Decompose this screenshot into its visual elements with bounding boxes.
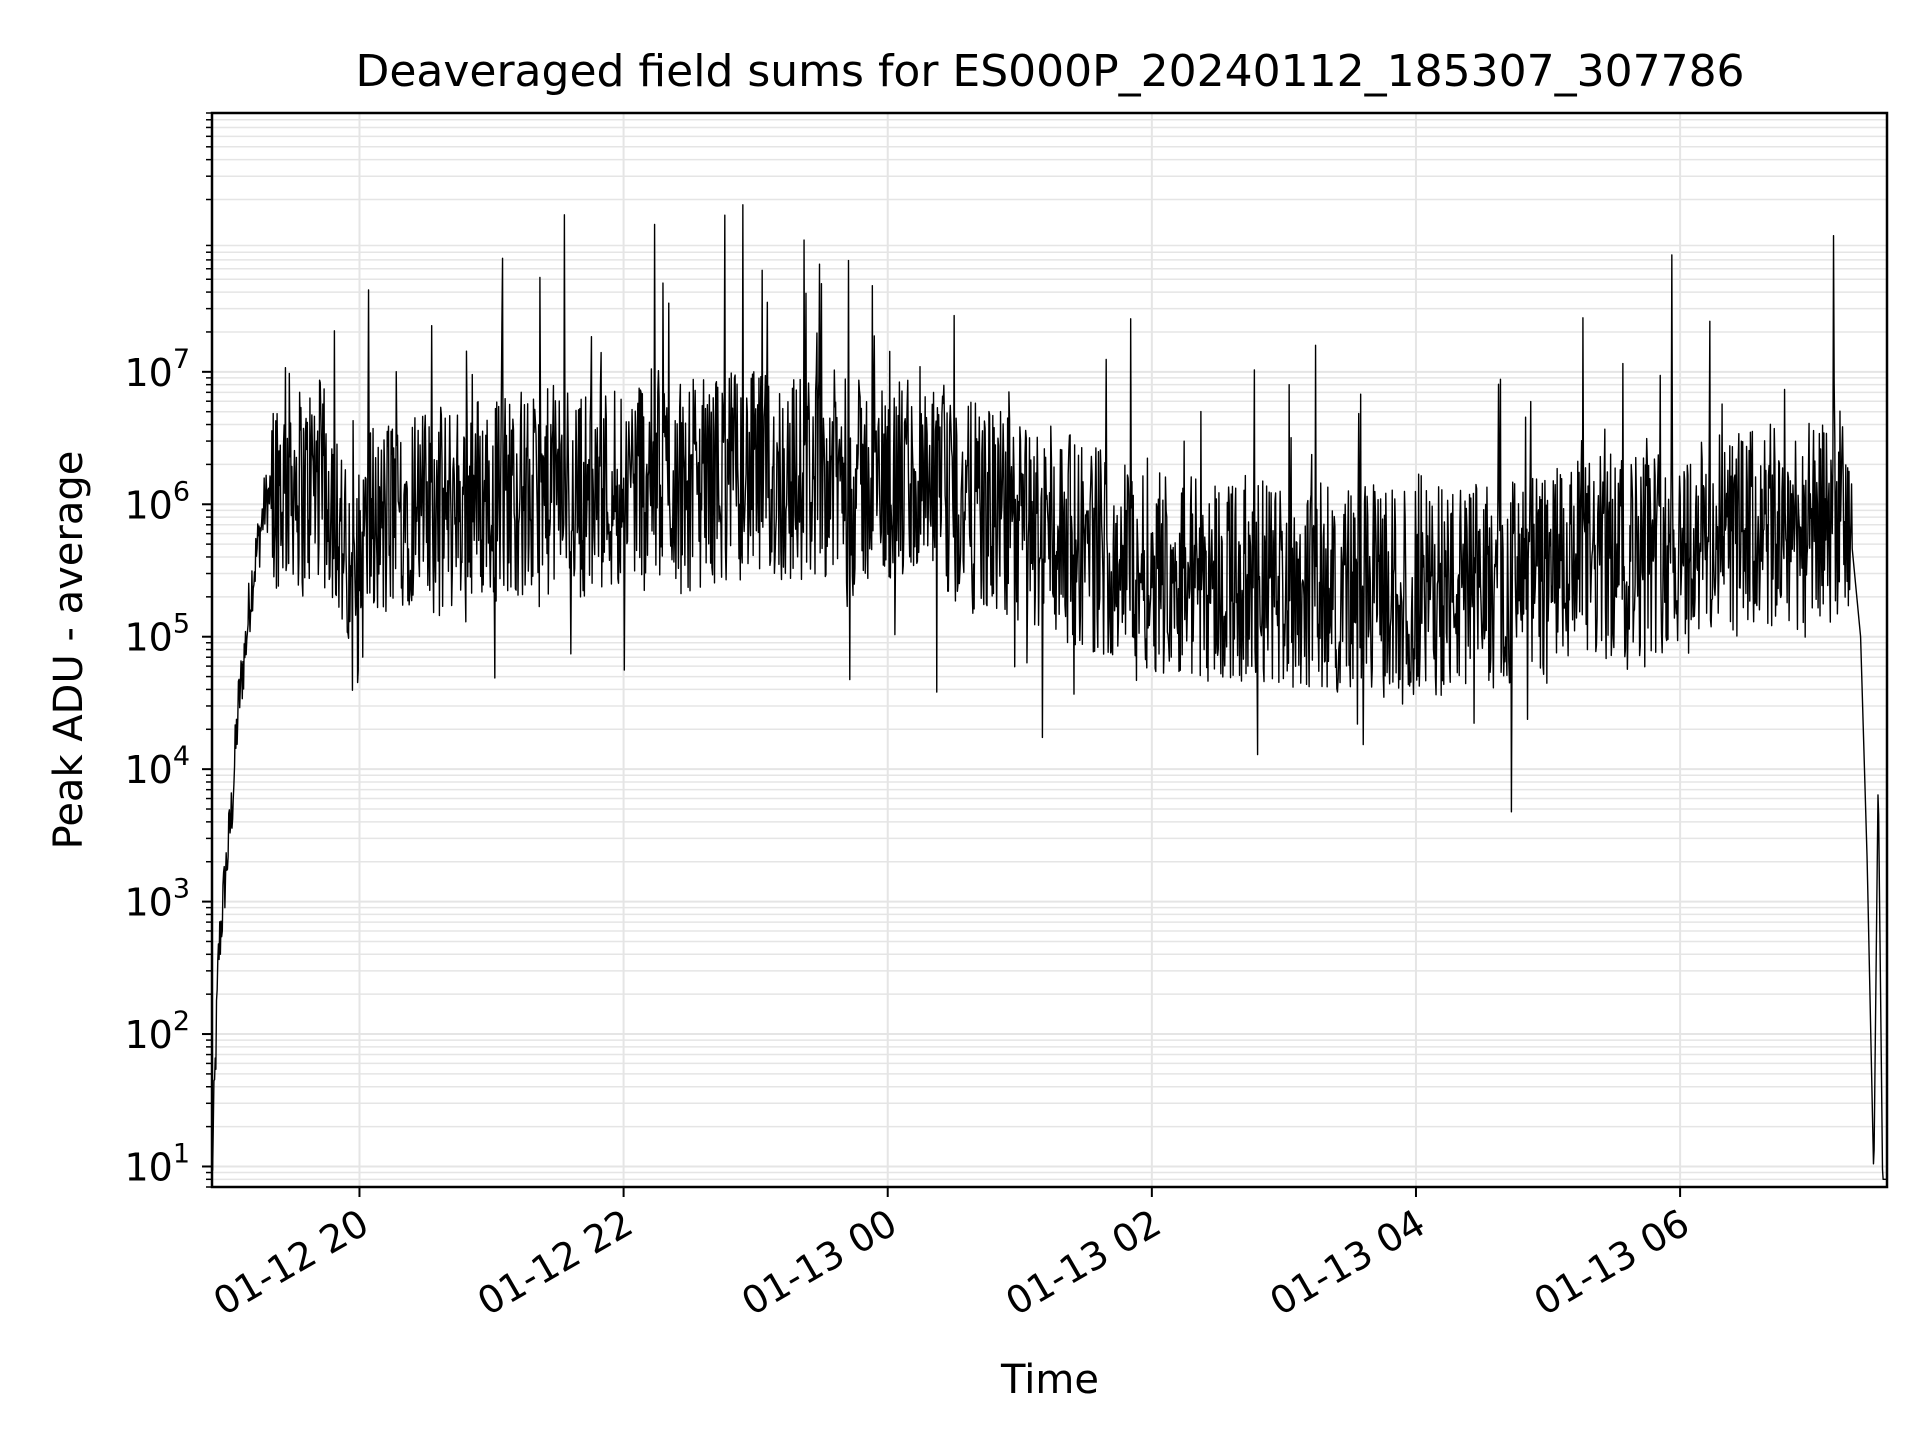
y-tick-base: 10 [124,483,172,527]
y-axis-label: Peak ADU - average [46,451,92,850]
y-tick-label: 103 [124,874,190,925]
y-tick-exponent: 7 [173,344,190,375]
y-tick-exponent: 2 [173,1006,190,1037]
chart-title: Deaveraged field sums for ES000P_2024011… [355,46,1744,97]
plot-data [211,204,1888,1181]
y-tick-label: 106 [124,476,190,527]
y-tick-exponent: 5 [173,609,190,640]
y-tick-base: 10 [124,616,172,660]
y-tick-label: 107 [124,344,190,395]
y-tick-exponent: 6 [173,476,190,507]
y-tick-exponent: 4 [173,741,190,772]
y-tick-exponent: 1 [173,1138,190,1169]
y-tick-base: 10 [124,1013,172,1057]
series-line [211,204,1888,1181]
y-tick-base: 10 [124,881,172,925]
y-tick-label: 102 [124,1006,190,1057]
y-tick-label: 104 [124,741,190,792]
y-tick-label: 105 [124,609,190,660]
x-axis-label: Time [1000,1357,1099,1403]
y-tick-base: 10 [124,351,172,395]
y-tick-exponent: 3 [173,874,190,905]
y-tick-base: 10 [124,1145,172,1189]
y-tick-base: 10 [124,748,172,792]
y-tick-label: 101 [124,1138,190,1189]
